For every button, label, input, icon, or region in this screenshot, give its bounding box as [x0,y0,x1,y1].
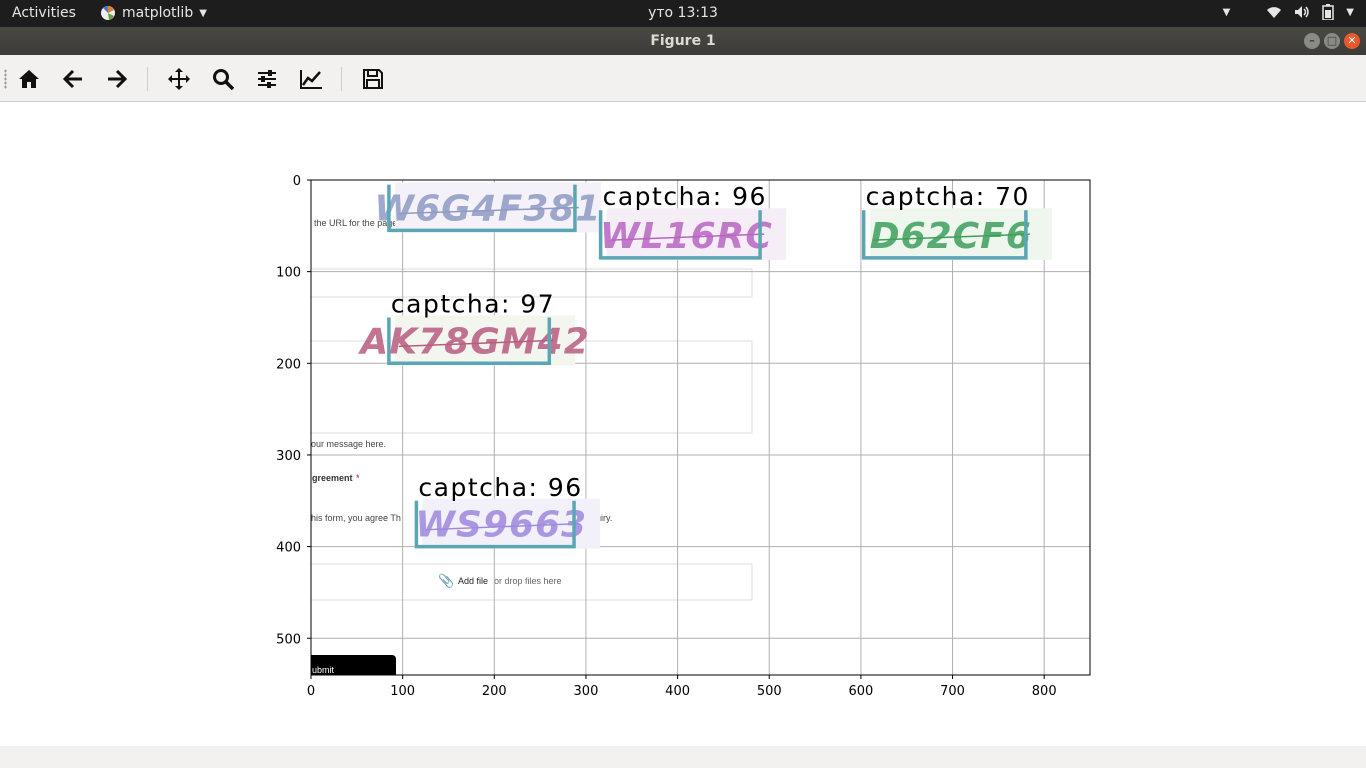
top-bar: Activities matplotlib ▼ уто 13:13 ▼ ▼ [0,0,1366,27]
form-file-box [311,563,753,601]
add-file-strong: Add file [458,576,488,586]
configure-subplots-button[interactable] [253,65,281,93]
toolbar-separator [341,67,342,91]
zoom-icon [213,69,234,90]
captcha-noise-line [398,339,554,348]
background-form: the URL for the page our message here. g… [311,218,753,675]
paperclip-icon: 📎 [438,572,454,589]
detection-label: captcha: 97 [391,289,555,318]
captcha-text: AK78GM42 [357,321,589,362]
save-icon [363,69,383,89]
navigation-toolbar [0,55,1366,102]
bounding-box [387,184,577,233]
app-name: matplotlib [122,5,194,21]
y-tick-label: 100 [276,266,301,281]
x-tick-label: 600 [848,684,873,699]
add-file-rest: or drop files here [494,576,562,586]
detection: AK78GM42 captcha: 97 [357,289,589,366]
x-tick-label: 200 [482,684,507,699]
chevron-down-icon: ▼ [199,7,207,19]
y-tick-label: 300 [276,449,301,464]
x-tick-label: 800 [1032,684,1057,699]
captcha-text: WS9663 [415,505,587,546]
url-hint: the URL for the page [314,218,397,228]
bounding-box [598,210,762,260]
agreement-star: * [356,473,360,483]
arrow-left-icon [62,69,82,89]
captcha-noise-line [610,233,765,241]
zoom-button[interactable] [209,65,237,93]
window-titlebar[interactable]: Figure 1 – □ ✕ [0,27,1366,55]
y-tick-label: 500 [276,632,301,647]
y-tick-label: 200 [276,357,301,372]
form-submit-button [311,655,396,675]
toolbar-separator [147,67,148,91]
toolbar-grip[interactable] [4,69,7,89]
chevron-down-icon: ▼ [1346,6,1354,18]
maximize-button[interactable]: □ [1324,33,1340,49]
home-icon [19,70,39,88]
captcha-noise-line [873,233,1030,241]
home-button[interactable] [15,65,43,93]
minimize-button[interactable]: – [1304,33,1320,49]
sliders-icon [258,70,276,88]
captcha-noise-line [398,206,579,215]
axis-ticks: 0 100 200 300 400 500 600 700 800 0 100 200 300 400 50… [276,174,1056,699]
move-icon [168,68,190,90]
line-chart-icon [300,70,322,89]
save-button[interactable] [359,65,387,93]
agreement-text-left: his form, you agree Th [311,513,401,523]
y-tick-label: 400 [276,541,301,556]
status-bar [0,746,1366,768]
detection-label: captcha: 96 [603,182,767,211]
chevron-down-icon: ▼ [1222,6,1231,18]
image-background [311,180,1090,675]
detection: W6G4F381 [374,182,601,233]
forward-button[interactable] [103,65,131,93]
agreement-text-right: quiry. [591,513,612,523]
detection-label: captcha: 70 [866,182,1030,211]
window-title: Figure 1 [650,33,716,49]
x-tick-label: 700 [940,684,965,699]
axes-frame [310,179,1091,676]
submit-label: ubmit [312,665,335,675]
back-button[interactable] [59,65,87,93]
x-tick-label: 100 [390,684,415,699]
arrow-right-icon [108,69,128,89]
close-button[interactable]: ✕ [1344,33,1360,49]
clock[interactable]: уто 13:13 [648,5,718,21]
x-tick-label: 500 [757,684,782,699]
bounding-box [387,317,552,366]
activities-button[interactable]: Activities [12,5,76,21]
system-tray[interactable]: ▼ ▼ [1223,4,1354,20]
y-tick-label: 0 [293,174,301,189]
wifi-icon [1267,7,1282,18]
bounding-box [861,210,1028,260]
x-tick-label: 0 [307,684,315,699]
edit-axes-button[interactable] [297,65,325,93]
pan-button[interactable] [165,65,193,93]
matplotlib-icon [101,5,115,20]
captcha-noise-line [426,522,579,531]
captcha-text: W6G4F381 [374,188,601,229]
volume-icon [1295,6,1310,18]
bounding-box [414,500,576,549]
agreement-label: greement [312,473,353,483]
battery-icon [1322,4,1335,20]
x-tick-label: 400 [665,684,690,699]
detection-label: captcha: 96 [418,473,582,502]
detection: WS9663 captcha: 96 [414,473,601,549]
app-menu[interactable]: matplotlib ▼ [100,5,207,21]
form-input-box [311,268,753,298]
figure-canvas[interactable]: the URL for the page our message here. g… [0,101,1366,746]
message-hint: our message here. [311,439,386,449]
x-tick-label: 300 [574,684,599,699]
